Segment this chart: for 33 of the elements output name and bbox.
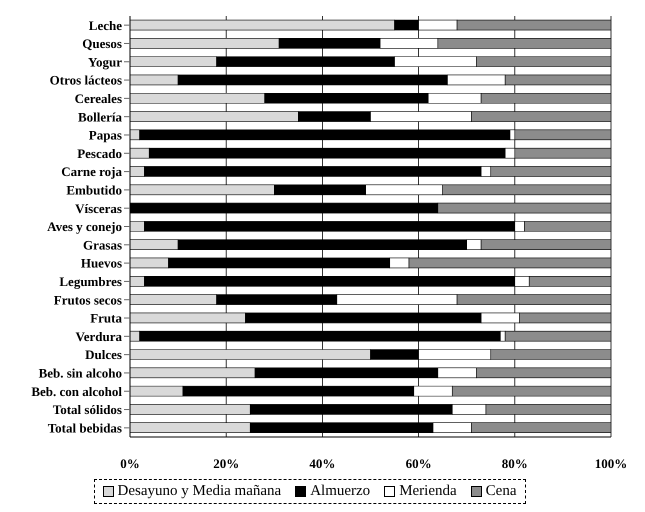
legend-label: Almuerzo bbox=[310, 483, 370, 500]
y-tick-label: Dulces bbox=[85, 347, 122, 362]
y-tick-label: Huevos bbox=[80, 256, 122, 271]
y-tick-label: Beb. sin alcoho bbox=[38, 366, 122, 381]
x-tick-label: 40% bbox=[309, 456, 336, 472]
y-tick-label: Total bebidas bbox=[48, 420, 122, 436]
y-tick-label: Beb. con alcohol bbox=[31, 384, 122, 399]
y-tick-label: Leche bbox=[88, 18, 122, 33]
y-tick-label: Vísceras bbox=[75, 200, 122, 216]
legend-label: Merienda bbox=[399, 483, 457, 500]
x-tick-label: 20% bbox=[213, 456, 240, 472]
y-tick-label: Cereales bbox=[74, 90, 122, 106]
legend-label: Cena bbox=[486, 483, 516, 500]
x-tick-label: 0% bbox=[120, 456, 140, 472]
y-tick-label: Embutido bbox=[66, 182, 122, 198]
y-tick-label: Bollería bbox=[78, 109, 122, 124]
x-tick-label: 100% bbox=[594, 456, 628, 472]
y-tick-label: Grasas bbox=[83, 237, 122, 252]
y-tick-label: Frutos secos bbox=[54, 292, 122, 308]
y-tick-label: Quesos bbox=[82, 36, 122, 52]
y-tick-label: Carne roja bbox=[61, 164, 122, 180]
y-tick-label: Total sólidos bbox=[52, 402, 122, 418]
y-tick-label: Papas bbox=[88, 128, 122, 143]
y-tick-label: Otros lácteos bbox=[50, 72, 122, 88]
y-tick-label: Fruta bbox=[90, 310, 122, 326]
y-tick-label: Legumbres bbox=[59, 274, 122, 290]
y-tick-label: Aves y conejo bbox=[47, 219, 122, 234]
y-tick-label: Yogur bbox=[88, 54, 122, 70]
y-tick-label: Pescado bbox=[77, 146, 122, 161]
y-tick-label: Verdura bbox=[76, 328, 122, 344]
x-tick-label: 80% bbox=[502, 456, 528, 472]
legend-label: Desayuno y Media mañana bbox=[118, 483, 282, 500]
x-tick-label: 60% bbox=[406, 456, 432, 472]
